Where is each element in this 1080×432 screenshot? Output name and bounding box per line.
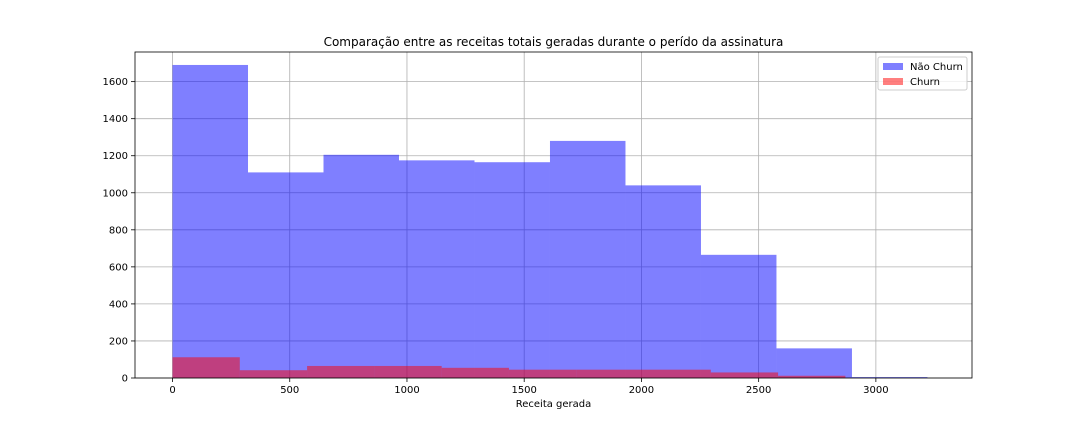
bar [307,365,375,378]
y-tick-label: 1000 [103,188,128,199]
legend-label: Não Churn [910,62,963,73]
bar [643,369,711,378]
bar [248,172,324,378]
bar [441,367,509,378]
bar [549,140,626,378]
x-tick-label: 2500 [746,385,771,396]
plot-area-frame [134,51,973,379]
bar [576,369,644,378]
x-axis-label: Receita gerada [516,399,592,410]
y-tick-label: 600 [109,262,128,273]
bar [625,185,701,378]
series-nao-churn-bars [172,64,928,378]
x-axis-ticks: 0 500 1000 1500 2000 2500 3000 [169,378,889,396]
legend-label: Churn [910,77,940,88]
x-tick-label: 0 [169,385,175,396]
x-tick-label: 1500 [511,385,536,396]
y-tick-label: 0 [122,374,128,385]
y-tick-label: 1200 [103,151,128,162]
histogram-bars [172,64,928,378]
bar [323,154,399,378]
bar [398,160,475,378]
bar [700,254,777,378]
x-tick-label: 3000 [863,385,888,396]
bar [239,370,308,378]
x-tick-label: 500 [280,385,299,396]
x-tick-label: 2000 [629,385,654,396]
bar [776,348,852,378]
y-tick-label: 1400 [103,114,128,125]
bar [508,369,577,378]
y-tick-label: 1600 [103,77,128,88]
bar [778,375,846,378]
bar [172,64,249,378]
series-churn-bars [172,357,846,378]
y-tick-label: 200 [109,336,128,347]
bar [710,372,779,378]
y-axis-ticks: 0 200 400 600 800 1000 1200 1400 1600 [103,77,135,385]
legend: Não Churn Churn [877,56,968,91]
bar [851,377,928,378]
y-tick-label: 800 [109,225,128,236]
bar [474,162,550,378]
x-tick-label: 1000 [394,385,419,396]
chart-title: Comparação entre as receitas totais gera… [324,35,784,49]
legend-swatch [883,78,903,85]
bar [172,357,240,378]
bar [374,365,442,378]
y-tick-label: 400 [109,299,128,310]
legend-swatch [883,63,903,70]
